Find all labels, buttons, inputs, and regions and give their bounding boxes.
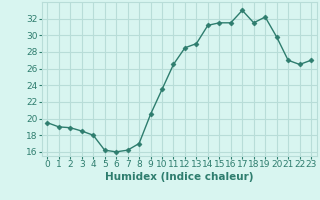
X-axis label: Humidex (Indice chaleur): Humidex (Indice chaleur) (105, 172, 253, 182)
